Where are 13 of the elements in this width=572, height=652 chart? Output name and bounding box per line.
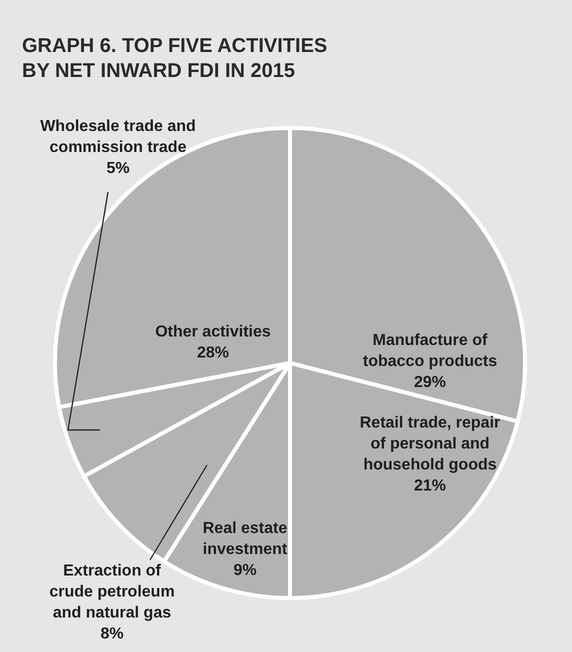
chart-title: GRAPH 6. TOP FIVE ACTIVITIES BY NET INWARD FDI IN 2015 — [22, 34, 328, 84]
slice-label: Extraction of crude petroleum and natural gas — [49, 562, 175, 622]
data-label: 5% — [106, 160, 130, 178]
data-label: 29% — [414, 374, 446, 392]
slice-label: Manufacture of tobacco products — [362, 332, 498, 370]
data-label: 9% — [233, 562, 257, 580]
data-label: 28% — [196, 344, 230, 362]
data-label: 21% — [414, 478, 446, 495]
slice-label: Real estate investment — [202, 520, 288, 558]
slice-label: Wholesale trade and commission trade — [40, 118, 196, 156]
data-label: 8% — [100, 626, 124, 643]
slice-label: Retail trade, repair of personal and household goods — [360, 414, 500, 474]
slice-label: Other activities — [155, 324, 271, 341]
